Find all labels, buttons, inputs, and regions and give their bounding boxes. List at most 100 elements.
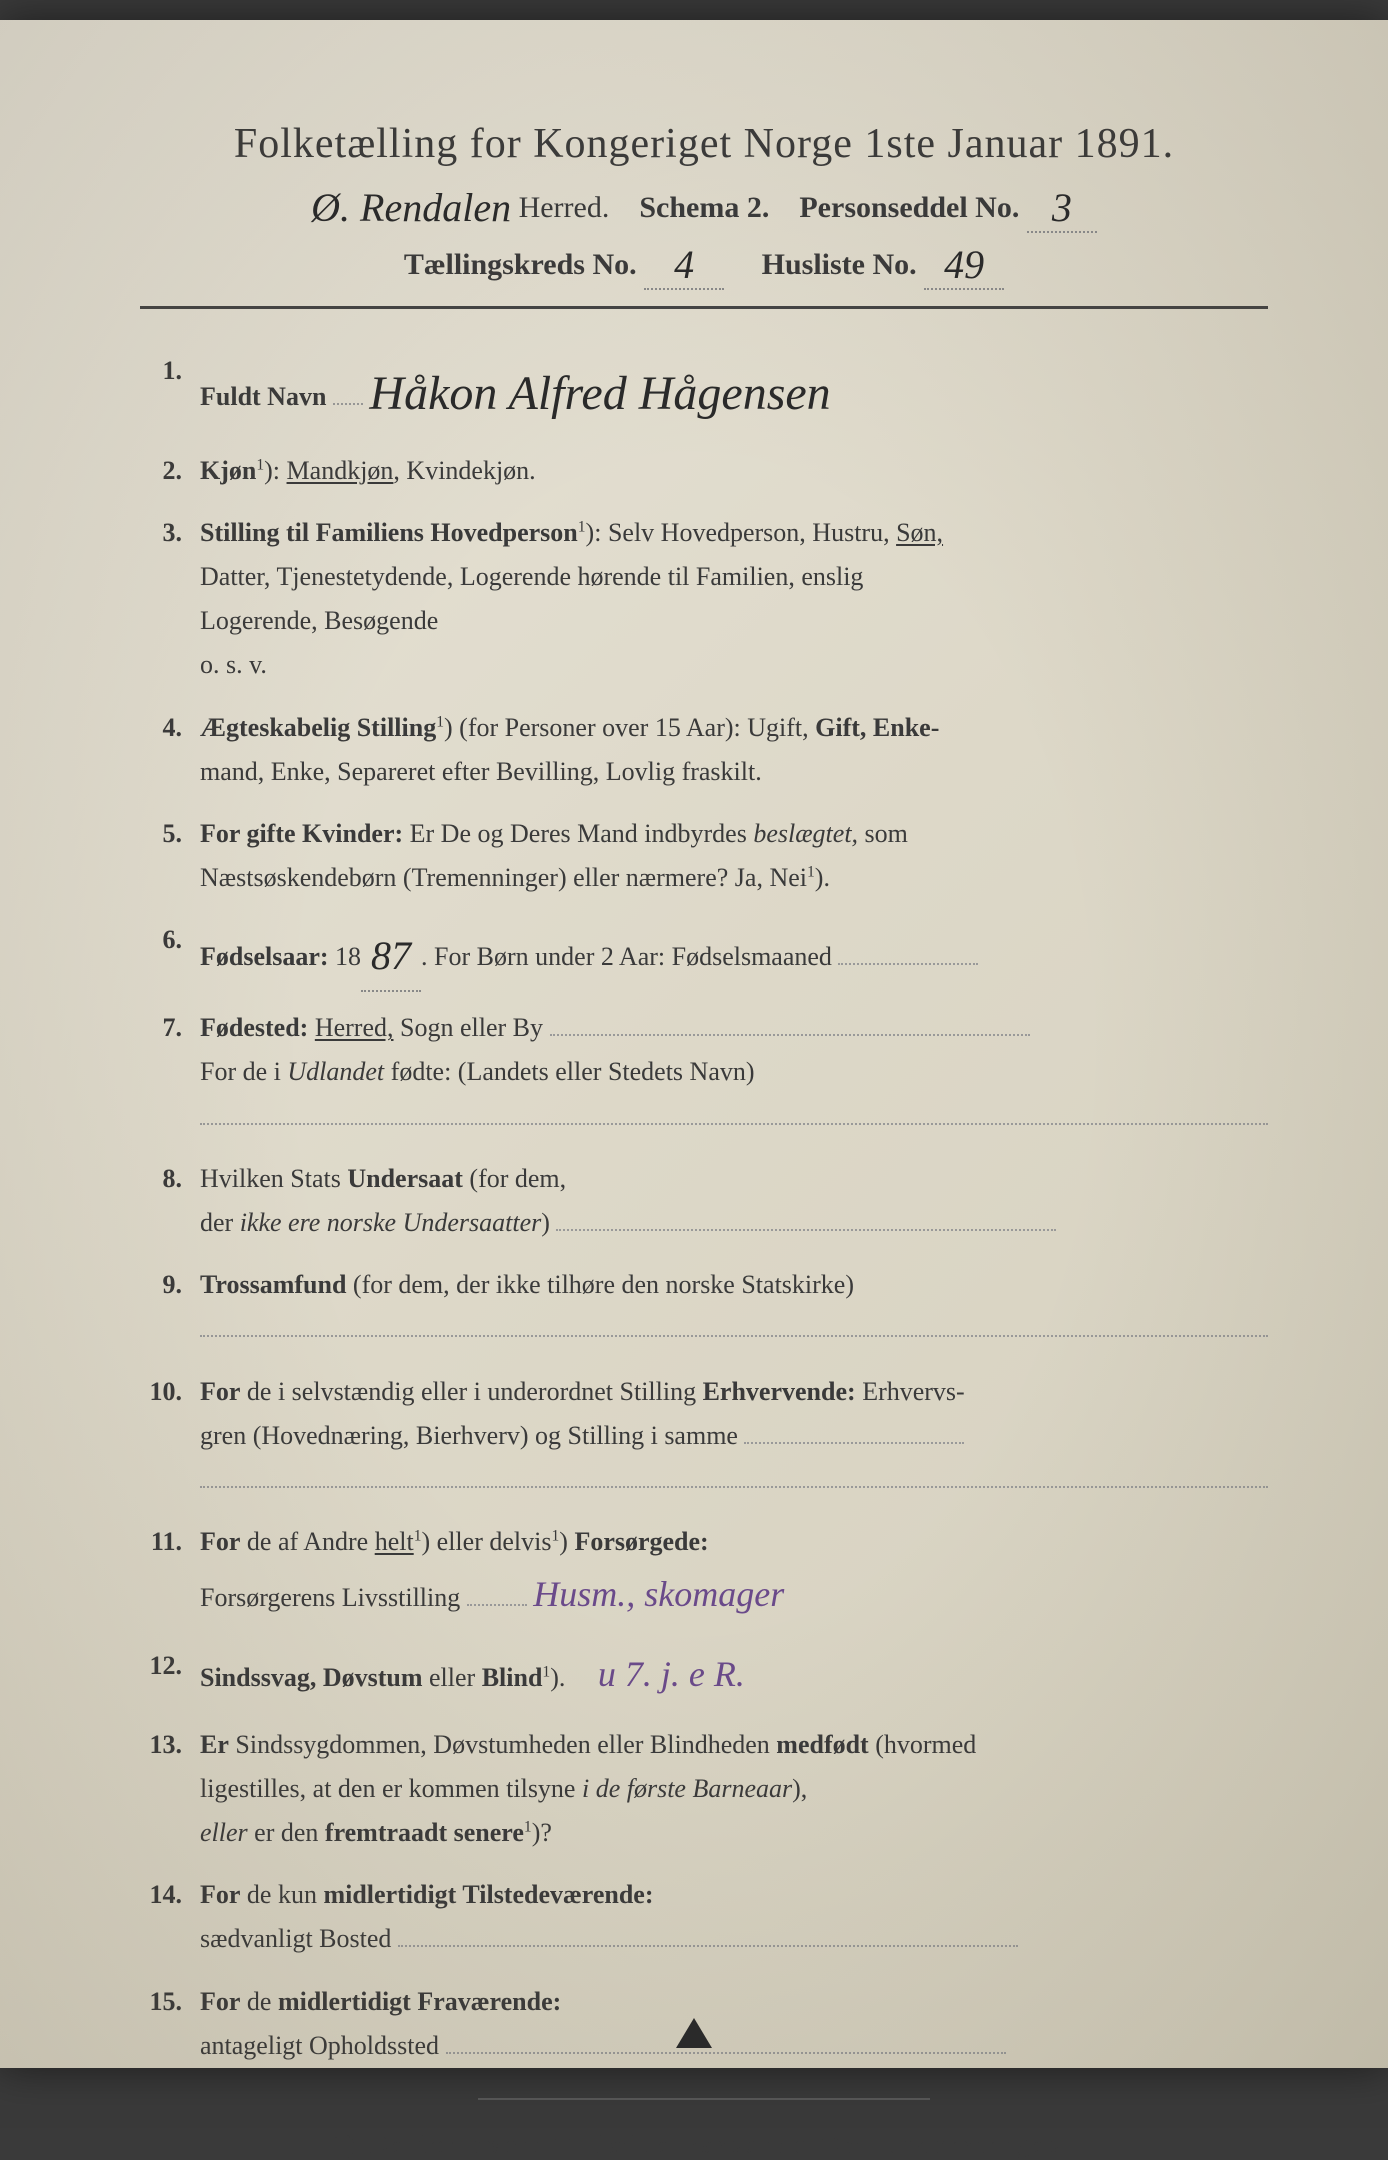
q4-enke: Enke- <box>873 713 939 742</box>
q5-line2: Næstsøskendebørn (Tremenninger) eller næ… <box>200 863 807 892</box>
item-num-3: 3. <box>140 511 200 555</box>
q2-mandkjon: Mandkjøn <box>287 456 394 485</box>
item-6: 6. Fødselsaar: 1887. For Børn under 2 Aa… <box>140 918 1268 988</box>
q4-gift: Gift, <box>815 713 866 742</box>
item-num-1: 1. <box>140 349 200 393</box>
q4-label: Ægteskabelig Stilling <box>200 713 436 742</box>
q5-label: For gifte Kvinder: <box>200 819 403 848</box>
q11-hw: Husm., skomager <box>533 1574 784 1614</box>
item-num-14: 14. <box>140 1873 200 1917</box>
q13-pre: Er <box>200 1730 229 1759</box>
footnote: ¹) De for hvert Tilfælde passende Ord un… <box>140 2130 1268 2160</box>
q10-text: de i selvstændig eller i underordnet Sti… <box>247 1377 696 1406</box>
q13-line2a: ligestilles, at den er kommen tilsyne <box>200 1774 575 1803</box>
q15-line2: antageligt Opholdssted <box>200 2031 439 2060</box>
item-num-4: 4. <box>140 706 200 750</box>
q14-pre: For <box>200 1880 240 1909</box>
item-num-5: 5. <box>140 812 200 856</box>
item-7: 7. Fødested: Herred, Sogn eller By For d… <box>140 1006 1268 1139</box>
q9-text: (for dem, der ikke tilhøre den norske St… <box>353 1270 854 1299</box>
q11-pre: For <box>200 1527 240 1556</box>
item-11: 11. For de af Andre helt1) eller delvis1… <box>140 1520 1268 1625</box>
page-tear <box>676 2018 712 2048</box>
item-num-7: 7. <box>140 1006 200 1050</box>
q12-hw: u 7. j. e R. <box>598 1654 745 1694</box>
item-4: 4. Ægteskabelig Stilling1) (for Personer… <box>140 706 1268 794</box>
husliste-no: 49 <box>924 241 1004 290</box>
q7-herred: Herred, <box>315 1013 394 1042</box>
q8-line2b: ikke ere norske Undersaatter <box>240 1208 542 1237</box>
q2-kvindekjon: Kvindekjøn. <box>406 456 535 485</box>
q6-hw: 87 <box>361 922 421 992</box>
q6-rest: . For Børn under 2 Aar: Fødselsmaaned <box>421 942 832 971</box>
q8-line2a: der <box>200 1208 233 1237</box>
schema-label: Schema 2. <box>639 191 769 224</box>
personseddel-label: Personseddel No. <box>799 191 1019 224</box>
q3-line4: o. s. v. <box>200 650 267 679</box>
top-divider <box>140 306 1268 309</box>
q3-son: Søn, <box>896 518 943 547</box>
q7-line2c: fødte: (Landets eller Stedets Navn) <box>391 1057 755 1086</box>
header-row-1: Ø. Rendalen Herred. Schema 2. Personsedd… <box>140 180 1268 229</box>
q8-text2: (for dem, <box>469 1164 566 1193</box>
q12-text: Sindssvag, Døvstum <box>200 1663 423 1692</box>
item-13: 13. Er Sindssygdommen, Døvstumheden elle… <box>140 1723 1268 1856</box>
q7-rest: Sogn eller By <box>400 1013 543 1042</box>
q5-som: som <box>865 819 908 848</box>
header-row-2: Tællingskreds No. 4 Husliste No. 49 <box>140 237 1268 286</box>
q10-rest: Erhvervs- <box>862 1377 965 1406</box>
q11-helt: helt <box>375 1527 414 1556</box>
q7-line2a: For de i <box>200 1057 281 1086</box>
q6-label: Fødselsaar: <box>200 942 329 971</box>
bottom-divider <box>478 2098 929 2100</box>
q3-line2: Datter, Tjenestetydende, Logerende høren… <box>200 562 863 591</box>
q8-bold: Undersaat <box>347 1164 463 1193</box>
q15-pre: For <box>200 1987 240 2016</box>
q7-line2b: Udlandet <box>287 1057 384 1086</box>
q12-bold: Blind <box>482 1663 543 1692</box>
item-3: 3. Stilling til Familiens Hovedperson1):… <box>140 511 1268 688</box>
q5-beslaegtet: beslægtet, <box>753 819 858 848</box>
item-1: 1. Fuldt Navn Håkon Alfred Hågensen <box>140 349 1268 431</box>
item-num-8: 8. <box>140 1157 200 1201</box>
item-5: 5. For gifte Kvinder: Er De og Deres Man… <box>140 812 1268 900</box>
q6-prefix: 18 <box>335 942 361 971</box>
q10-bold: Erhvervende: <box>703 1377 856 1406</box>
item-2: 2. Kjøn1): Mandkjøn, Kvindekjøn. <box>140 449 1268 493</box>
item-num-11: 11. <box>140 1520 200 1564</box>
page-title: Folketælling for Kongeriget Norge 1ste J… <box>140 120 1268 168</box>
herred-handwritten: Ø. Rendalen <box>311 185 511 230</box>
q11-text2: eller delvis <box>437 1527 552 1556</box>
herred-label: Herred. <box>519 191 610 224</box>
kreds-no: 4 <box>644 241 724 290</box>
item-num-12: 12. <box>140 1644 200 1688</box>
q9-bold: Trossamfund <box>200 1270 346 1299</box>
q4-paren: (for Personer over 15 Aar): Ugift, <box>459 713 808 742</box>
item-8: 8. Hvilken Stats Undersaat (for dem, der… <box>140 1157 1268 1245</box>
q1-handwritten: Håkon Alfred Hågensen <box>369 367 830 420</box>
q12-text2: eller <box>429 1663 475 1692</box>
q3-label: Stilling til Familiens Hovedperson <box>200 518 578 547</box>
q4-line2: mand, Enke, Separeret efter Bevilling, L… <box>200 757 762 786</box>
q1-label: Fuldt Navn <box>200 382 326 411</box>
q11-bold: Forsørgede: <box>574 1527 708 1556</box>
q13-line3b: er den <box>254 1818 318 1847</box>
q13-text: Sindssygdommen, Døvstumheden eller Blind… <box>235 1730 769 1759</box>
item-num-6: 6. <box>140 918 200 962</box>
q14-bold: midlertidigt Tilstedeværende: <box>323 1880 653 1909</box>
q11-line2: Forsørgerens Livsstilling <box>200 1583 460 1612</box>
item-num-2: 2. <box>140 449 200 493</box>
q13-paren: (hvormed <box>875 1730 976 1759</box>
q10-pre: For <box>200 1377 240 1406</box>
q13-bold: medfødt <box>776 1730 868 1759</box>
item-12: 12. Sindssvag, Døvstum eller Blind1). u … <box>140 1644 1268 1705</box>
q13-line2b: i de første Barneaar <box>582 1774 792 1803</box>
item-14: 14. For de kun midlertidigt Tilstedevære… <box>140 1873 1268 1961</box>
item-num-10: 10. <box>140 1370 200 1414</box>
q10-line2: gren (Hovednæring, Bierhverv) og Stillin… <box>200 1421 738 1450</box>
item-10: 10. For de i selvstændig eller i underor… <box>140 1370 1268 1503</box>
q5-text: Er De og Deres Mand indbyrdes <box>410 819 747 848</box>
kreds-label: Tællingskreds No. <box>404 248 637 281</box>
q3-line3: Logerende, Besøgende <box>200 606 438 635</box>
q2-label: Kjøn <box>200 456 256 485</box>
